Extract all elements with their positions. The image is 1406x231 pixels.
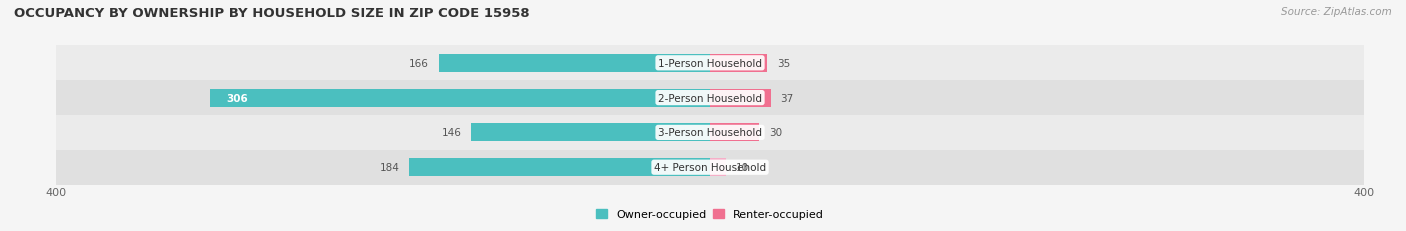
Bar xyxy=(439,55,710,73)
Bar xyxy=(471,124,710,142)
Bar xyxy=(710,158,727,176)
Text: 10: 10 xyxy=(737,162,749,173)
Bar xyxy=(710,124,759,142)
Text: 146: 146 xyxy=(441,128,461,138)
Text: OCCUPANCY BY OWNERSHIP BY HOUSEHOLD SIZE IN ZIP CODE 15958: OCCUPANCY BY OWNERSHIP BY HOUSEHOLD SIZE… xyxy=(14,7,530,20)
Legend: Owner-occupied, Renter-occupied: Owner-occupied, Renter-occupied xyxy=(592,204,828,224)
Text: 1-Person Household: 1-Person Household xyxy=(658,58,762,69)
Text: 2-Person Household: 2-Person Household xyxy=(658,93,762,103)
Text: 306: 306 xyxy=(226,93,247,103)
Bar xyxy=(56,81,1364,116)
Text: 3-Person Household: 3-Person Household xyxy=(658,128,762,138)
Bar xyxy=(56,150,1364,185)
Bar xyxy=(710,55,768,73)
Text: 184: 184 xyxy=(380,162,399,173)
Text: 30: 30 xyxy=(769,128,782,138)
Text: 166: 166 xyxy=(409,58,429,69)
Bar xyxy=(710,89,770,107)
Bar xyxy=(56,46,1364,81)
Bar xyxy=(409,158,710,176)
Text: 37: 37 xyxy=(780,93,793,103)
Bar xyxy=(56,116,1364,150)
Bar xyxy=(209,89,710,107)
Text: 35: 35 xyxy=(778,58,790,69)
Text: 4+ Person Household: 4+ Person Household xyxy=(654,162,766,173)
Text: Source: ZipAtlas.com: Source: ZipAtlas.com xyxy=(1281,7,1392,17)
